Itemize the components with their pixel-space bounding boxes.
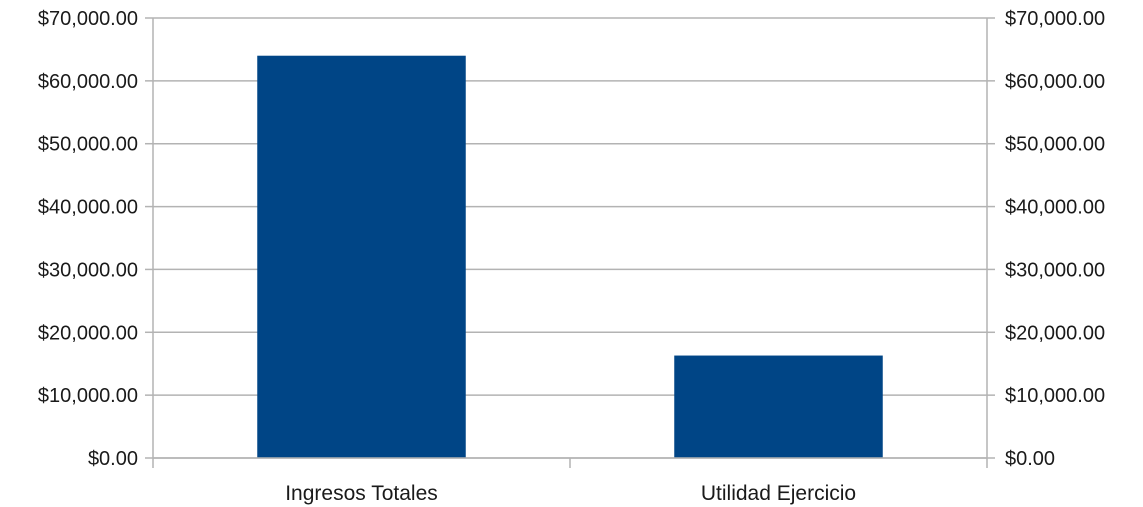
bars [257,55,883,458]
right-tick-label: $20,000.00 [1005,322,1105,344]
right-tick-label: $70,000.00 [1005,8,1105,30]
right-tick-label: $40,000.00 [1005,197,1105,219]
right-tick-label: $30,000.00 [1005,259,1105,281]
left-tick-label: $60,000.00 [38,71,138,93]
right-tick-label: $10,000.00 [1005,385,1105,407]
category-label: Ingresos Totales [285,482,438,505]
left-tick-label: $20,000.00 [38,322,138,344]
right-y-axis-ticks: $0.00 $10,000.00 $20,000.00 $30,000.00 $40,0… [987,8,1105,470]
left-tick-label: $40,000.00 [38,197,138,219]
axes [152,18,988,468]
left-y-axis-ticks: $0.00 $10,000.00 $20,000.00 $30,000.00 $40,0… [38,8,153,470]
left-tick-label: $70,000.00 [38,8,138,30]
left-tick-label: $0.00 [88,448,138,470]
x-axis-categories: Ingresos Totales Utilidad Ejercicio [285,482,856,505]
category-label: Utilidad Ejercicio [701,482,856,505]
left-tick-label: $10,000.00 [38,385,138,407]
bar-1 [257,55,466,458]
left-tick-label: $30,000.00 [38,259,138,281]
bar-2 [674,355,883,458]
left-tick-label: $50,000.00 [38,134,138,156]
right-tick-label: $0.00 [1005,448,1055,470]
right-tick-label: $50,000.00 [1005,134,1105,156]
right-tick-label: $60,000.00 [1005,71,1105,93]
